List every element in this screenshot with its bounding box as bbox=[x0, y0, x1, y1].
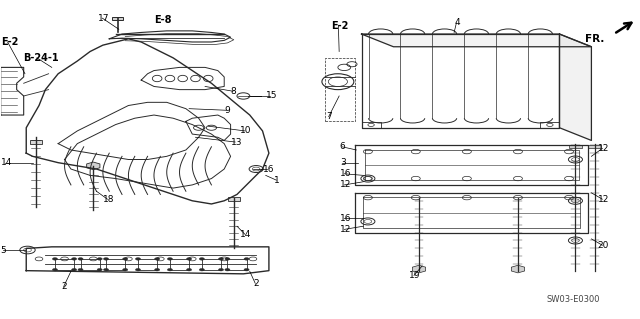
Text: 16: 16 bbox=[340, 169, 351, 178]
Circle shape bbox=[199, 269, 204, 271]
Bar bbox=[362, 122, 381, 128]
Circle shape bbox=[123, 258, 128, 260]
Text: E-8: E-8 bbox=[154, 15, 172, 25]
Text: 7: 7 bbox=[326, 112, 332, 121]
Text: B-24-1: B-24-1 bbox=[23, 53, 59, 63]
Text: 2: 2 bbox=[61, 282, 67, 291]
Text: 19: 19 bbox=[410, 271, 421, 280]
Bar bbox=[30, 140, 42, 144]
Bar bbox=[569, 145, 582, 148]
Circle shape bbox=[186, 258, 191, 260]
Circle shape bbox=[136, 269, 141, 271]
Text: 13: 13 bbox=[230, 137, 242, 146]
Text: 16: 16 bbox=[340, 214, 351, 223]
Circle shape bbox=[78, 269, 83, 271]
Polygon shape bbox=[362, 34, 591, 47]
Circle shape bbox=[218, 269, 223, 271]
Circle shape bbox=[97, 269, 102, 271]
Circle shape bbox=[155, 258, 160, 260]
Circle shape bbox=[218, 258, 223, 260]
Text: 10: 10 bbox=[240, 126, 252, 135]
Text: 2: 2 bbox=[253, 279, 259, 288]
Circle shape bbox=[78, 258, 83, 260]
Circle shape bbox=[123, 269, 128, 271]
Text: 9: 9 bbox=[224, 106, 230, 115]
Circle shape bbox=[225, 258, 230, 260]
Circle shape bbox=[52, 258, 58, 260]
Bar bbox=[55, 259, 74, 270]
Bar bbox=[228, 197, 239, 201]
Text: E-2: E-2 bbox=[1, 37, 18, 47]
Text: 5: 5 bbox=[1, 246, 6, 255]
Circle shape bbox=[72, 269, 77, 271]
Bar bbox=[202, 259, 221, 270]
Bar bbox=[540, 122, 559, 128]
Circle shape bbox=[97, 258, 102, 260]
Bar bbox=[170, 259, 189, 270]
Text: 18: 18 bbox=[103, 195, 115, 204]
Circle shape bbox=[52, 269, 58, 271]
Text: E-2: E-2 bbox=[332, 21, 349, 31]
Circle shape bbox=[225, 269, 230, 271]
Circle shape bbox=[104, 269, 109, 271]
Text: 16: 16 bbox=[262, 165, 274, 174]
Circle shape bbox=[186, 269, 191, 271]
Text: 12: 12 bbox=[598, 195, 609, 204]
Text: SW03-E0300: SW03-E0300 bbox=[547, 295, 600, 304]
Bar bbox=[113, 17, 123, 20]
Text: 14: 14 bbox=[1, 158, 12, 167]
Bar bbox=[106, 259, 125, 270]
Bar bbox=[138, 259, 157, 270]
Circle shape bbox=[104, 258, 109, 260]
Circle shape bbox=[136, 258, 141, 260]
Text: 15: 15 bbox=[266, 92, 277, 100]
Circle shape bbox=[155, 269, 160, 271]
Circle shape bbox=[199, 258, 204, 260]
Text: 8: 8 bbox=[230, 87, 236, 96]
Polygon shape bbox=[559, 34, 591, 140]
Text: 12: 12 bbox=[340, 225, 351, 234]
Text: 1: 1 bbox=[274, 176, 280, 185]
Circle shape bbox=[168, 269, 173, 271]
Circle shape bbox=[72, 258, 77, 260]
Text: 3: 3 bbox=[340, 158, 346, 167]
Bar bbox=[81, 259, 100, 270]
Text: 17: 17 bbox=[98, 14, 109, 23]
Bar bbox=[588, 145, 601, 148]
Text: FR.: FR. bbox=[585, 34, 604, 44]
Text: 12: 12 bbox=[340, 181, 351, 189]
Text: 12: 12 bbox=[598, 144, 609, 153]
Circle shape bbox=[244, 269, 249, 271]
Text: 14: 14 bbox=[240, 230, 252, 239]
Circle shape bbox=[168, 258, 173, 260]
Bar bbox=[227, 259, 246, 270]
Text: 6: 6 bbox=[340, 142, 346, 151]
Text: 4: 4 bbox=[454, 19, 460, 27]
Text: 20: 20 bbox=[598, 241, 609, 250]
Circle shape bbox=[244, 258, 249, 260]
